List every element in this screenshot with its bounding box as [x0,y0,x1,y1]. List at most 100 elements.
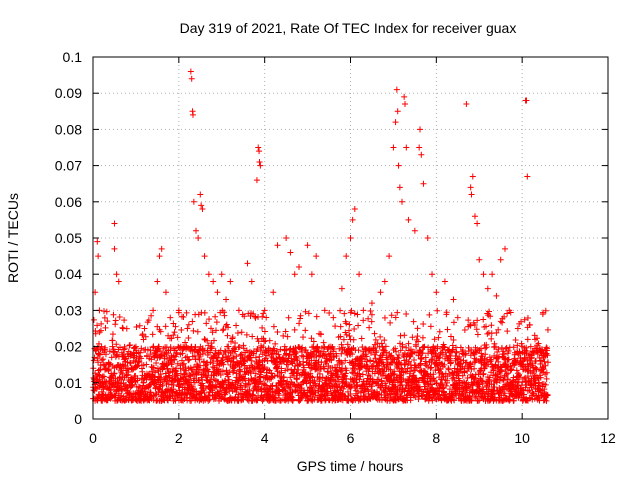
data-point [521,316,528,323]
data-point [355,347,362,354]
data-point [392,314,399,321]
data-point [182,364,189,371]
y-tick-label: 0.06 [55,194,82,210]
data-point [467,322,474,329]
data-point [485,378,492,385]
data-point [154,346,161,353]
data-point [518,340,525,347]
data-point [112,321,119,328]
data-point [272,350,279,357]
data-point [346,333,353,340]
data-point [102,351,109,358]
data-point [91,354,98,361]
data-point [493,329,500,336]
data-point [329,364,336,371]
data-point [510,344,517,351]
data-point [185,321,192,328]
data-point [199,345,206,352]
data-point [518,318,525,325]
data-point [343,331,350,338]
data-point [159,382,166,389]
data-point [127,342,134,349]
data-point [379,343,386,350]
data-point [95,340,102,347]
data-point [118,392,125,399]
data-point [528,355,535,362]
data-point [174,334,181,341]
data-point [159,360,166,367]
data-point [339,360,346,367]
data-point [259,313,266,320]
data-point [222,349,229,356]
data-point [341,310,348,317]
data-point [287,346,294,353]
data-point [122,355,129,362]
data-point [504,310,511,317]
data-point [340,336,347,343]
data-point [542,381,549,388]
data-point [110,311,117,318]
data-point [98,320,105,327]
data-point [110,349,117,356]
data-point [505,356,512,363]
data-point [471,321,478,328]
data-point [377,333,384,340]
data-point [514,342,521,349]
data-point [497,318,504,325]
data-point [233,322,240,329]
data-point [224,358,231,365]
data-point [152,391,159,398]
data-point [396,184,403,191]
data-point [347,390,354,397]
data-point [184,325,191,332]
data-point [524,173,531,180]
data-point [415,396,422,403]
data-point [457,366,464,373]
data-point [125,369,132,376]
data-point [354,388,361,395]
data-point [373,347,380,354]
data-point [170,332,177,339]
data-point [407,353,414,360]
data-point [291,326,298,333]
data-point [397,347,404,354]
data-point [393,389,400,396]
data-point [158,374,165,381]
data-point [127,360,134,367]
data-point [263,314,270,321]
data-point [249,333,256,340]
data-point [154,278,161,285]
data-point [305,361,312,368]
data-point [304,242,311,249]
data-point [102,361,109,368]
data-point [330,345,337,352]
y-axis-label: ROTI / TECUs [5,193,21,283]
data-point [185,357,192,364]
data-point [472,374,479,381]
data-point [196,355,203,362]
data-point [343,320,350,327]
data-point [291,271,298,278]
data-point [358,335,365,342]
data-point [507,396,514,403]
data-point [321,365,328,372]
data-point [271,347,278,354]
data-point [119,324,126,331]
data-point [516,371,523,378]
data-point [102,365,109,372]
data-point [140,379,147,386]
data-point [501,390,508,397]
data-point [383,349,390,356]
data-point [158,245,165,252]
data-point [360,317,367,324]
data-point [212,347,219,354]
data-point [500,377,507,384]
data-point [372,336,379,343]
data-point [319,374,326,381]
data-point [381,278,388,285]
data-point [307,370,314,377]
data-point [93,372,100,379]
data-point [502,245,508,252]
data-point [440,373,447,380]
data-point [109,343,116,350]
